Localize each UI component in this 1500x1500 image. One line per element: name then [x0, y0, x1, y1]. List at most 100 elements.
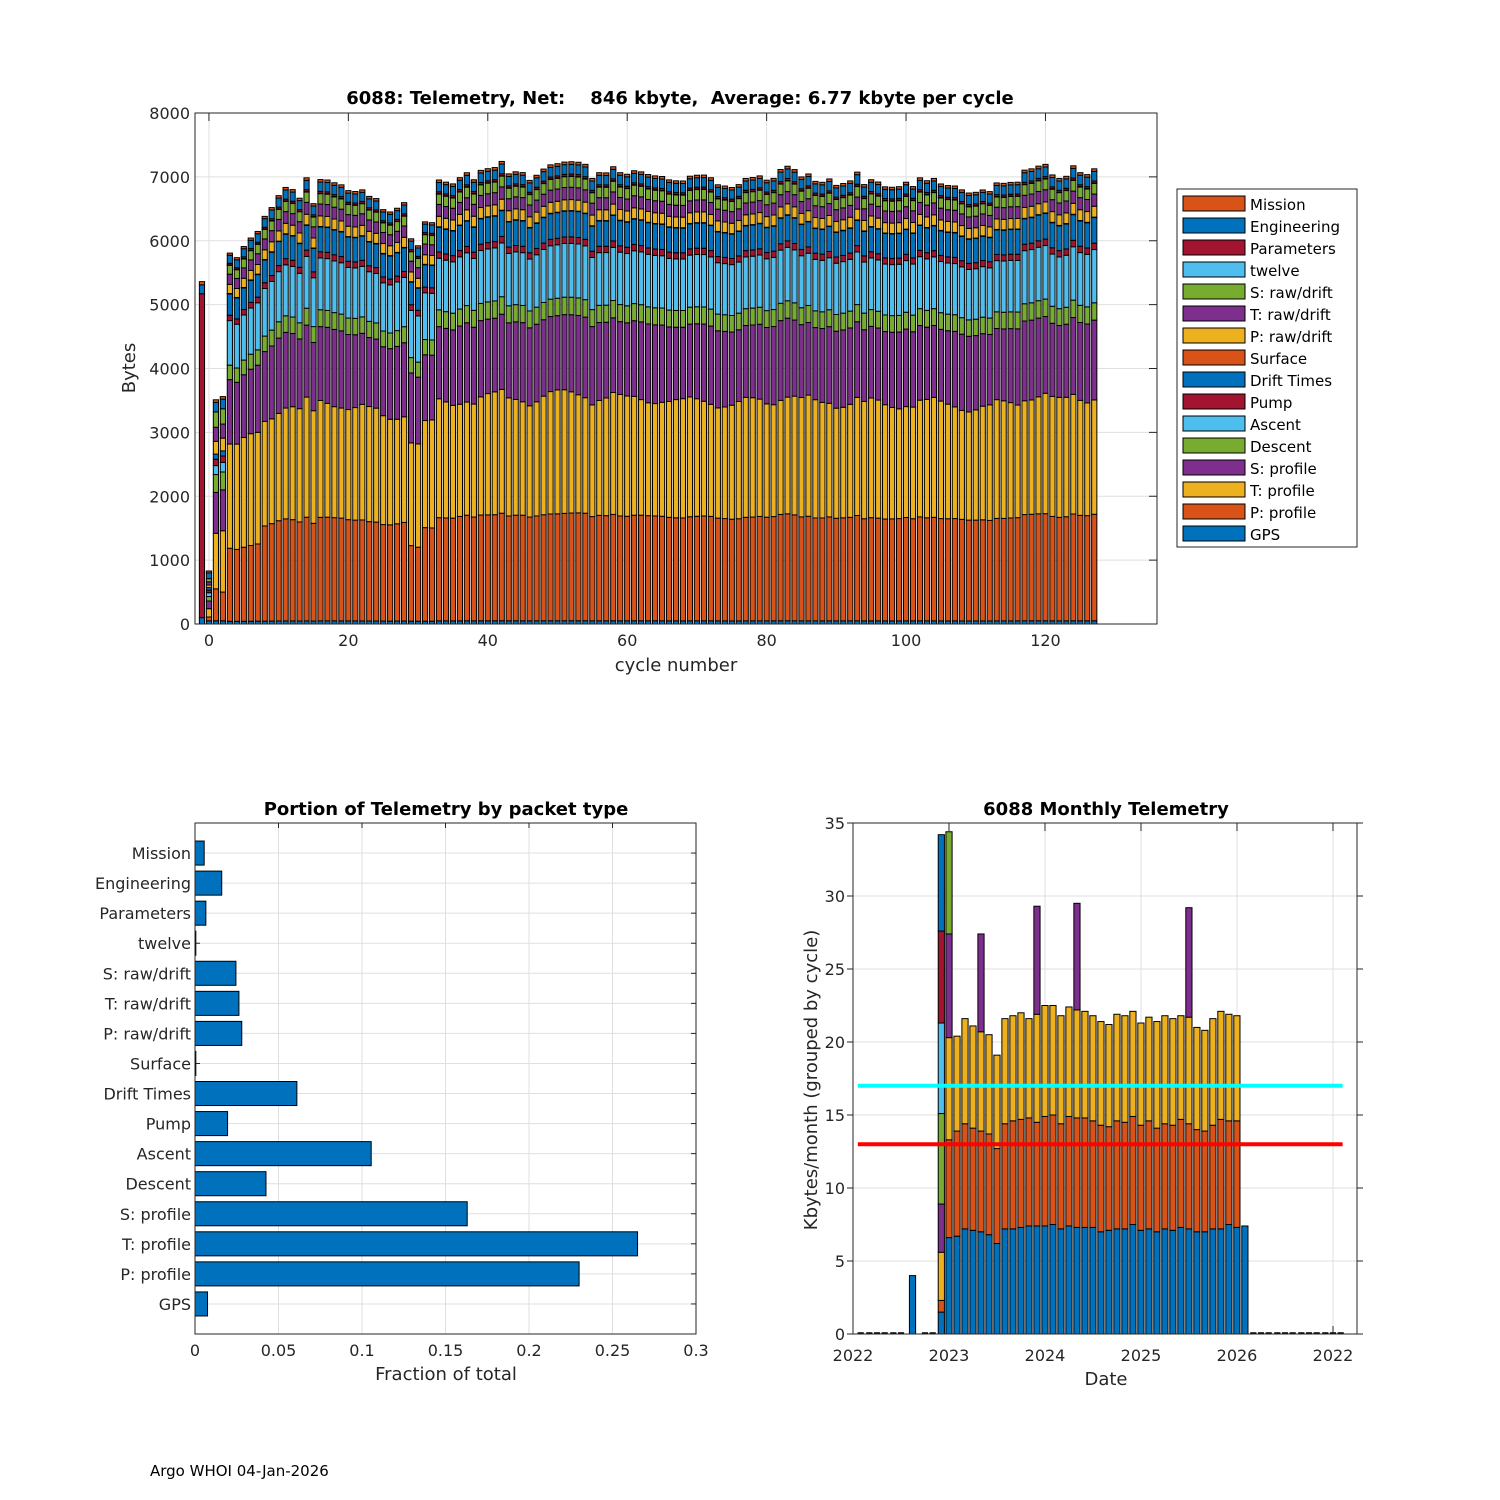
bar-segment	[777, 399, 784, 515]
bar-segment	[1014, 184, 1021, 195]
bar-segment	[1161, 1228, 1169, 1335]
bar-segment	[651, 177, 659, 189]
bar-segment	[547, 391, 554, 515]
bar-segment	[1042, 392, 1049, 515]
bar-segment	[484, 318, 491, 395]
bar-segment	[728, 222, 735, 235]
bar-segment	[421, 233, 429, 245]
bar-segment	[707, 308, 714, 327]
bar-segment	[735, 220, 742, 232]
bar-segment	[847, 516, 854, 622]
y-tick-label: 7000	[149, 168, 190, 187]
bar-segment	[380, 211, 387, 222]
bar-segment	[1056, 256, 1063, 310]
bar-segment	[944, 330, 951, 405]
bar-segment	[833, 262, 840, 316]
bar-segment	[1028, 193, 1035, 207]
bar-segment	[512, 398, 519, 516]
bar-segment	[840, 406, 847, 519]
bar-segment	[791, 206, 798, 219]
bar-segment	[380, 282, 387, 332]
bar-segment	[953, 1130, 961, 1237]
bar-segment	[505, 246, 512, 254]
bar-segment	[658, 175, 666, 180]
bar-segment	[1091, 182, 1098, 195]
bar-segment	[679, 252, 687, 260]
bar-segment	[986, 204, 993, 216]
bar-segment	[345, 260, 352, 268]
bar-segment	[749, 213, 756, 226]
bar-segment	[1070, 167, 1077, 179]
bar-segment	[268, 418, 275, 525]
bar-segment	[1033, 1225, 1041, 1335]
bar-segment	[749, 516, 756, 622]
bar-segment	[665, 257, 673, 311]
bar-segment	[498, 296, 505, 315]
bar-segment	[519, 401, 526, 516]
bar-segment	[993, 1242, 1001, 1335]
bar-segment	[1042, 189, 1049, 203]
bar-segment	[645, 253, 652, 308]
bar-segment	[1009, 1120, 1017, 1230]
bar-segment	[456, 177, 463, 181]
bar-segment	[247, 269, 254, 281]
bar-segment	[882, 210, 889, 224]
bar-segment	[456, 256, 463, 310]
bar-segment	[505, 198, 512, 212]
bar-segment	[965, 227, 972, 240]
bar-segment	[198, 281, 206, 286]
bar-segment	[582, 212, 589, 240]
bar-segment	[889, 210, 896, 224]
bar-segment	[512, 171, 519, 175]
bar-segment	[1063, 248, 1070, 256]
bar-segment	[693, 222, 701, 249]
bar-segment	[352, 193, 359, 204]
x-tick-label: 0.05	[261, 1341, 297, 1360]
bar-segment	[861, 186, 868, 197]
bar-segment	[1001, 1123, 1009, 1230]
bar-segment	[1063, 396, 1070, 518]
bar-segment	[819, 259, 826, 313]
bar-segment	[1056, 396, 1063, 518]
bar-segment	[1017, 1226, 1025, 1335]
bar-segment	[784, 191, 791, 205]
bar-segment	[296, 211, 303, 223]
bar-segment	[672, 227, 680, 254]
bar-segment	[226, 283, 233, 295]
bar-segment	[359, 316, 366, 334]
bar-segment	[275, 337, 282, 414]
bar-segment	[589, 404, 596, 518]
bar-segment	[1225, 1013, 1233, 1122]
bar-segment	[233, 259, 240, 269]
bar-segment	[1113, 1120, 1121, 1230]
bar-segment	[596, 197, 603, 211]
bar-segment	[979, 260, 986, 268]
bar-segment	[1077, 399, 1084, 516]
bar-segment	[631, 250, 638, 305]
y-tick-label: GPS	[159, 1295, 191, 1314]
bar-segment	[289, 191, 296, 202]
bar-segment	[617, 304, 624, 323]
bar-segment	[212, 588, 220, 622]
bar-segment	[219, 437, 226, 452]
bar-segment	[303, 177, 310, 181]
bar-segment	[568, 242, 575, 298]
bar-segment	[470, 215, 477, 228]
x-tick-label: 2022	[833, 1346, 874, 1365]
bar-segment	[826, 326, 833, 404]
bar-segment	[498, 388, 505, 514]
bar-segment	[561, 161, 568, 166]
bar-segment	[505, 173, 512, 177]
bar-segment	[387, 348, 394, 420]
bar-segment	[875, 310, 882, 329]
legend-swatch	[1182, 393, 1246, 410]
bar-segment	[1042, 238, 1049, 247]
bar-segment	[289, 519, 296, 622]
bar-segment	[1084, 188, 1091, 201]
bar-segment	[763, 227, 770, 254]
bar-segment	[979, 519, 986, 622]
bar-segment	[693, 174, 701, 179]
bar-segment	[519, 186, 526, 199]
bar-segment	[714, 330, 721, 409]
bar-segment	[275, 208, 282, 220]
